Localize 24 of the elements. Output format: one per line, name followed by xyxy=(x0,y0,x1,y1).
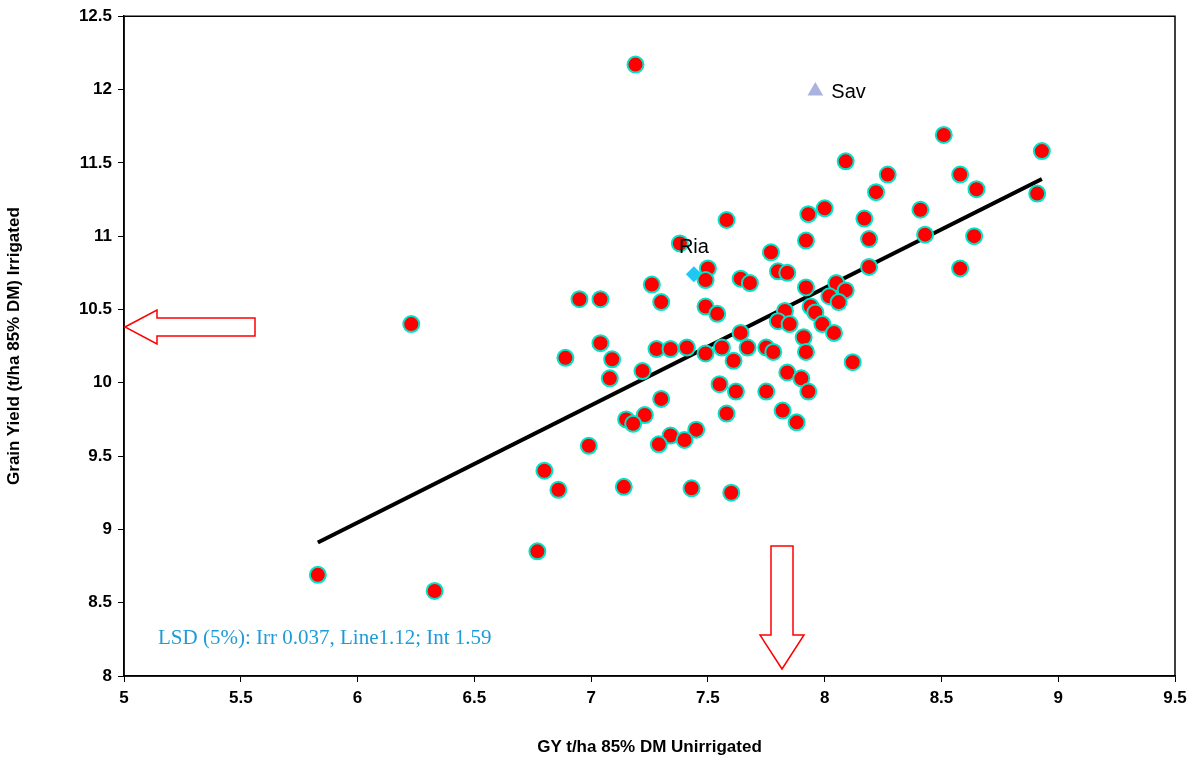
x-tick-label: 6 xyxy=(352,687,363,707)
y-tick-label: 12 xyxy=(93,79,112,99)
y-tick-label: 10.5 xyxy=(78,299,112,319)
y-tick-label: 8.5 xyxy=(88,592,112,612)
y-tick-label: 11.5 xyxy=(79,152,112,172)
y-tick-label: 12.5 xyxy=(78,5,112,25)
x-tick-label: 6.5 xyxy=(462,687,487,707)
y-axis-title: Grain Yield (t/ha 85% DM) Irrigated xyxy=(3,207,23,485)
x-tick-label: 8 xyxy=(819,687,830,707)
x-tick-label: 7 xyxy=(586,687,596,707)
x-tick-label: 9.5 xyxy=(1163,687,1187,707)
annotation: LSD (5%): Irr 0.037, Line1.12; Int 1.59 xyxy=(158,624,492,649)
series-label: Sav xyxy=(831,80,866,103)
x-tick-label: 5 xyxy=(119,687,129,707)
x-tick-label: 8.5 xyxy=(929,687,954,707)
x-tick-label: 5.5 xyxy=(228,687,253,707)
x-axis-title: GY t/ha 85% DM Unirrigated xyxy=(537,737,762,757)
y-tick-label: 11 xyxy=(94,225,112,245)
x-tick-label: 7.5 xyxy=(696,687,720,707)
y-tick-label: 9 xyxy=(102,519,112,539)
y-tick-label: 10 xyxy=(93,372,112,392)
y-tick-label: 9.5 xyxy=(88,445,112,465)
x-tick-label: 9 xyxy=(1053,687,1063,707)
y-tick-label: 8 xyxy=(102,665,112,685)
